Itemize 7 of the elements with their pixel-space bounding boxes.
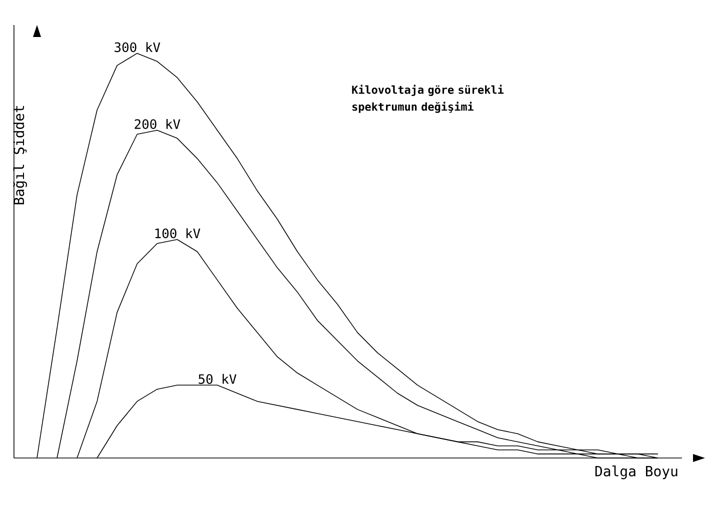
series-label: 200 kV (134, 118, 180, 130)
series-label: 100 kV (155, 228, 200, 238)
series-label: 50 kV (198, 374, 236, 384)
y-axis-title: Bağıl Şiddet (13, 106, 27, 204)
series-label: 300 kV (114, 42, 160, 52)
text: Kilovoltaja göre sürekli spektrumun değişimi (352, 84, 504, 113)
x-axis-title: Dalga Boyu (595, 466, 678, 480)
